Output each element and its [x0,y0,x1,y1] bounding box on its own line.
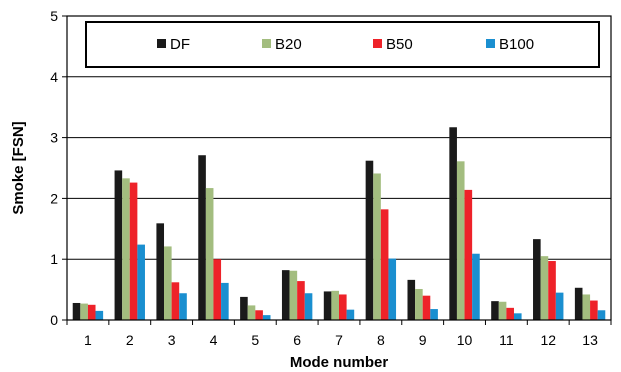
legend-label-b50: B50 [386,36,413,53]
legend-swatch-b50 [373,39,382,48]
bar-b50-mode-11 [506,307,514,320]
bar-df-mode-5 [240,296,248,320]
bar-b20-mode-3 [164,246,172,320]
y-tick-label: 4 [50,69,58,85]
bar-b100-mode-2 [137,244,145,320]
bar-df-mode-6 [281,270,290,320]
bar-b20-mode-7 [331,290,339,320]
bars [72,127,606,320]
x-tick-label: 7 [335,332,343,348]
bar-b100-mode-8 [388,258,397,320]
bar-b50-mode-12 [548,261,556,320]
x-tick-label: 3 [168,332,176,348]
bar-b20-mode-13 [582,294,591,320]
bar-b20-mode-4 [205,188,214,320]
bar-b50-mode-10 [464,189,473,320]
bar-b20-mode-9 [415,288,423,320]
x-tick-label: 4 [210,332,218,348]
y-tick-label: 0 [50,312,58,328]
legend-swatch-df [157,39,166,48]
bar-b20-mode-10 [456,161,465,320]
bar-b100-mode-1 [95,310,104,320]
x-tick-label: 11 [499,332,514,348]
bar-df-mode-11 [491,301,499,320]
bar-df-mode-2 [114,170,123,320]
bar-b50-mode-7 [339,294,347,320]
bar-b50-mode-1 [87,304,96,320]
x-axis-ticks: 1 2 3 4 5 6 7 8 9 10 11 12 13 [66,320,612,348]
gridlines [67,76,611,260]
bar-df-mode-7 [323,291,332,320]
bar-b100-mode-12 [555,292,564,320]
y-axis-ticks: 0 1 2 3 4 5 [50,8,67,328]
bar-df-mode-8 [365,160,374,320]
bar-b100-mode-3 [179,293,187,320]
x-axis-title: Mode number [290,354,388,371]
bar-df-mode-4 [198,155,206,320]
x-tick-label: 8 [377,332,385,348]
legend-swatch-b100 [486,39,495,48]
bar-b100-mode-13 [597,310,606,320]
bar-b100-mode-4 [221,282,229,320]
bar-b50-mode-8 [380,209,389,320]
bar-b20-mode-8 [373,173,381,320]
bar-b20-mode-1 [80,303,88,320]
y-tick-label: 1 [50,251,58,267]
bar-b100-mode-10 [472,253,480,320]
bar-df-mode-10 [449,127,457,320]
plot-area [66,15,612,321]
x-tick-label: 6 [293,332,301,348]
bar-b50-mode-13 [590,300,598,320]
bar-b50-mode-9 [422,295,431,320]
y-tick-label: 2 [50,190,58,206]
bar-df-mode-1 [72,302,81,320]
bar-df-mode-3 [156,223,165,320]
bar-b100-mode-5 [262,315,271,320]
bar-b100-mode-11 [513,313,522,320]
x-tick-label: 12 [540,332,556,348]
legend: DF B20 B50 B100 [85,21,600,68]
bar-b50-mode-4 [213,259,222,320]
x-tick-label: 13 [582,332,598,348]
x-tick-label: 9 [419,332,427,348]
bar-df-mode-12 [533,239,541,320]
x-tick-label: 5 [251,332,259,348]
bar-b20-mode-5 [247,305,256,320]
legend-box [85,21,600,68]
bar-df-mode-9 [407,279,416,320]
legend-label-b100: B100 [499,36,534,53]
bar-b50-mode-5 [255,310,263,320]
legend-label-df: DF [170,36,190,53]
x-tick-label: 2 [126,332,134,348]
y-tick-label: 3 [50,130,58,146]
legend-label-b20: B20 [275,36,302,53]
bar-b100-mode-7 [346,309,355,320]
bar-df-mode-13 [574,287,583,320]
bar-b100-mode-6 [304,293,313,320]
bar-b50-mode-2 [129,182,138,320]
bar-b50-mode-6 [297,281,305,320]
bar-b100-mode-9 [430,309,438,320]
bar-b20-mode-12 [540,256,549,320]
bar-b20-mode-11 [498,301,507,320]
x-tick-label: 10 [457,332,473,348]
y-tick-label: 5 [50,8,58,24]
bar-b20-mode-6 [289,270,298,320]
legend-swatch-b20 [262,39,271,48]
bar-b20-mode-2 [122,178,130,320]
y-axis-title: Smoke [FSN] [10,121,27,214]
x-tick-label: 1 [84,332,92,348]
bar-b50-mode-3 [171,282,180,320]
